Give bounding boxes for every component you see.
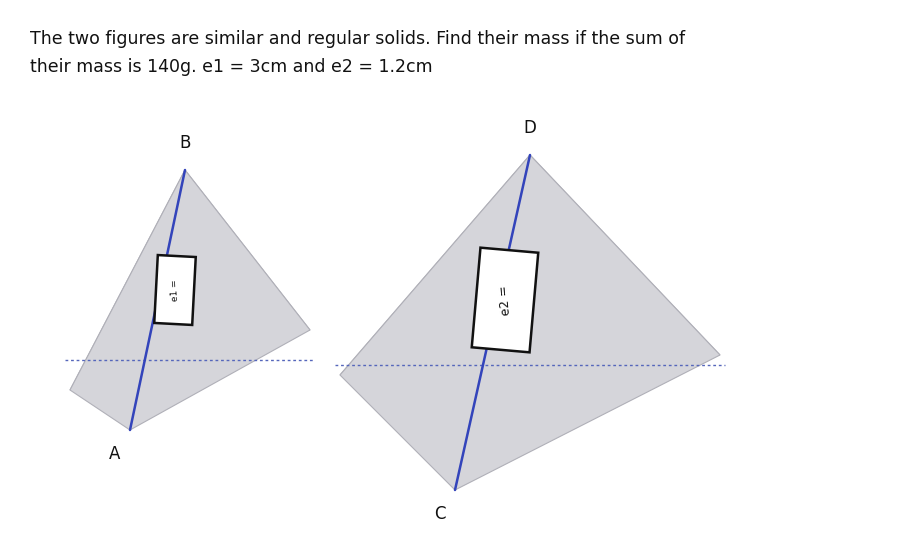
Text: The two figures are similar and regular solids. Find their mass if the sum of: The two figures are similar and regular … — [30, 30, 685, 48]
Text: D: D — [524, 119, 536, 137]
Polygon shape — [130, 170, 310, 430]
Polygon shape — [70, 170, 310, 390]
Polygon shape — [70, 170, 185, 430]
Bar — [154, 255, 196, 325]
Text: A: A — [110, 445, 120, 463]
Polygon shape — [455, 155, 720, 490]
Text: B: B — [179, 134, 190, 152]
Text: e2 =: e2 = — [497, 284, 513, 316]
Text: C: C — [434, 505, 446, 523]
Text: e1 =: e1 = — [170, 279, 180, 301]
Polygon shape — [340, 155, 720, 375]
Bar — [472, 247, 538, 353]
Text: their mass is 140g. e1 = 3cm and e2 = 1.2cm: their mass is 140g. e1 = 3cm and e2 = 1.… — [30, 58, 433, 76]
Polygon shape — [340, 155, 530, 490]
